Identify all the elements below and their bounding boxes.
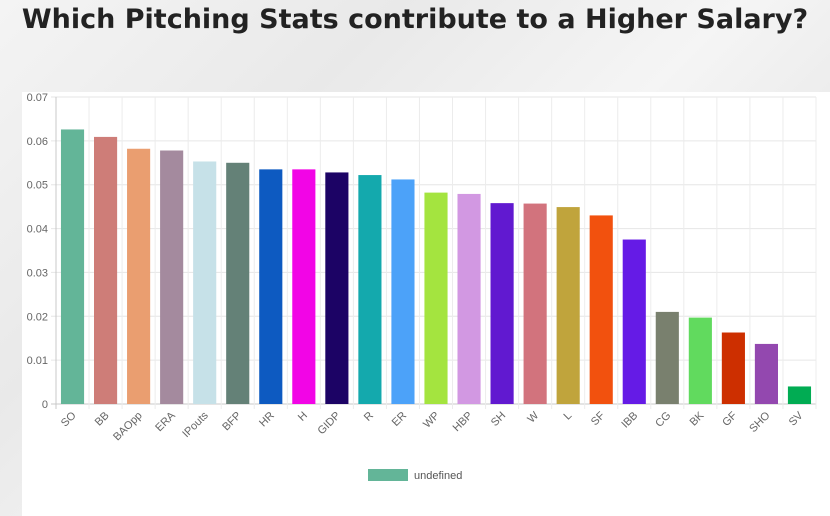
- y-tick-label: 0.01: [27, 355, 48, 367]
- y-tick-label: 0.06: [27, 136, 48, 148]
- x-tick-label: L: [561, 410, 574, 423]
- x-tick-label: SV: [787, 409, 806, 428]
- bar-HR[interactable]: [259, 169, 283, 404]
- bar-BFP[interactable]: [226, 162, 250, 404]
- x-tick-label: H: [296, 410, 310, 424]
- bar-ERA[interactable]: [160, 150, 184, 404]
- bar-SHO[interactable]: [754, 343, 778, 404]
- x-tick-label: SO: [59, 409, 79, 429]
- y-tick-label: 0.03: [27, 267, 48, 279]
- bar-chart: 0 0.01 0.02 0.03 0.04 0.05 0.06 0.07 SO BB BAOpp E…: [27, 92, 817, 482]
- x-tick-label: HBP: [451, 410, 475, 434]
- x-tick-label: W: [525, 409, 541, 425]
- legend[interactable]: undefined: [368, 469, 462, 482]
- bar-IBB[interactable]: [622, 239, 646, 404]
- x-tick-label: SF: [589, 409, 608, 428]
- y-tick-label: 0: [42, 399, 48, 411]
- legend-label[interactable]: undefined: [414, 470, 462, 482]
- bar-R[interactable]: [358, 175, 382, 404]
- x-tick-label: IBB: [619, 410, 640, 431]
- x-tick-label: R: [362, 410, 376, 424]
- bar-HBP[interactable]: [457, 193, 481, 404]
- bar-BAOpp[interactable]: [127, 148, 151, 404]
- y-tick-label: 0.02: [27, 311, 48, 323]
- y-tick-label: 0.05: [27, 180, 48, 192]
- x-tick-label: BAOpp: [111, 410, 145, 444]
- chart-panel: 0 0.01 0.02 0.03 0.04 0.05 0.06 0.07 SO BB BAOpp E…: [22, 92, 830, 516]
- x-tick-label: GIDP: [315, 410, 343, 438]
- legend-swatch[interactable]: [368, 469, 408, 481]
- x-tick-label: ER: [390, 410, 409, 429]
- x-tick-label: BB: [93, 410, 112, 429]
- bar-SV[interactable]: [787, 386, 812, 404]
- bar-H[interactable]: [292, 169, 316, 404]
- x-tick-label: HR: [257, 410, 277, 430]
- x-axis-ticks: SO BB BAOpp ERA IPouts BFP HR H GIDP R ER WP HBP SH W L…: [59, 409, 806, 443]
- bar-SF[interactable]: [589, 215, 613, 404]
- bar-L[interactable]: [556, 207, 580, 404]
- x-tick-label: BFP: [220, 410, 244, 434]
- bar-ER[interactable]: [391, 179, 415, 404]
- y-tick-label: 0.07: [27, 92, 48, 104]
- bar-CG[interactable]: [655, 311, 679, 404]
- bar-BK[interactable]: [688, 317, 712, 404]
- bar-W[interactable]: [523, 203, 547, 404]
- bar-GIDP[interactable]: [325, 172, 349, 404]
- bar-BB[interactable]: [94, 136, 118, 404]
- x-tick-label: CG: [653, 410, 673, 430]
- chart-title: Which Pitching Stats contribute to a Hig…: [21, 4, 809, 35]
- x-tick-label: BK: [688, 409, 707, 428]
- bar-SO[interactable]: [60, 129, 85, 404]
- x-tick-label: IPouts: [180, 409, 211, 440]
- bars: [60, 129, 812, 404]
- x-tick-label: GF: [720, 409, 739, 428]
- y-tick-label: 0.04: [27, 224, 48, 236]
- x-tick-label: WP: [421, 410, 442, 431]
- bar-GF[interactable]: [721, 332, 745, 404]
- y-axis-ticks: 0 0.01 0.02 0.03 0.04 0.05 0.06 0.07: [27, 92, 48, 411]
- bar-IPouts[interactable]: [193, 161, 217, 404]
- x-tick-label: SH: [489, 410, 508, 429]
- x-tick-label: ERA: [153, 409, 178, 434]
- x-tick-label: SHO: [747, 409, 773, 435]
- bar-SH[interactable]: [490, 203, 514, 404]
- bar-WP[interactable]: [424, 192, 448, 404]
